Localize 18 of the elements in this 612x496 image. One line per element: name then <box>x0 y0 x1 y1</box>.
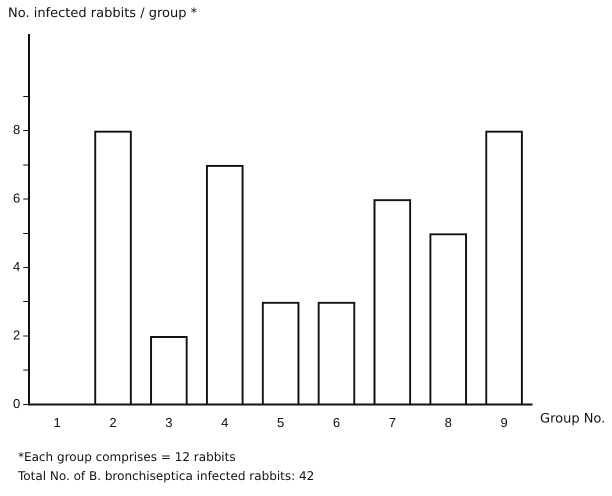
y-tick-label: 6 <box>12 190 20 206</box>
y-tick-label: 0 <box>12 396 20 411</box>
x-tick-label: 5 <box>277 414 284 430</box>
x-tick-label: 7 <box>388 414 396 430</box>
x-tick-label: 1 <box>54 414 61 430</box>
text: Total No. of B. bronchiseptica infected rabbits: 42 <box>18 468 314 485</box>
x-tick-label: 2 <box>109 414 117 430</box>
y-tick-label: 2 <box>12 328 20 343</box>
x-tick-label: 3 <box>165 414 173 430</box>
text: *Each group comprises = 12 rabbits <box>18 449 237 466</box>
x-tick-label: 9 <box>500 414 508 430</box>
y-tick-label: 8 <box>12 122 20 138</box>
x-tick-label: 4 <box>221 414 228 430</box>
x-axis-title: Group No. <box>540 411 606 426</box>
y-axis-title: No. infected rabbits / group * <box>8 6 198 21</box>
y-tick-label: 4 <box>12 259 20 274</box>
x-tick-label: 8 <box>444 414 452 430</box>
x-tick-label: 6 <box>332 414 340 430</box>
